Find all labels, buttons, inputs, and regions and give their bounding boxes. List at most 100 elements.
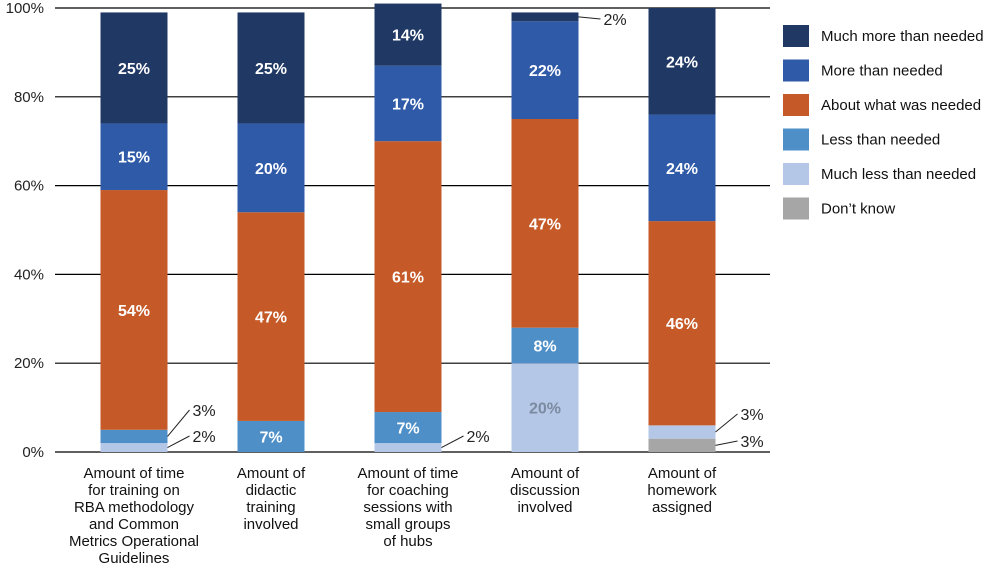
x-axis: Amount of time for training on RBA methodo… bbox=[69, 465, 717, 567]
bar-segment bbox=[648, 425, 716, 439]
bar-segment bbox=[511, 119, 579, 328]
category-label: Amount of time for coaching sessions with s… bbox=[358, 465, 459, 550]
legend-swatch bbox=[783, 197, 809, 220]
category-label-line: RBA methodology bbox=[74, 499, 195, 516]
category-label-line: small groups bbox=[365, 516, 450, 533]
value-labels: 2% 3% 54% 15% 25% 7% 47% 20% 25% 2% 7% 61% 17% 14% 20%… bbox=[118, 12, 764, 451]
data-label: 24% bbox=[666, 161, 698, 178]
data-label: 3% bbox=[741, 434, 764, 451]
category-label: Amount of didactic training involved bbox=[237, 465, 306, 533]
leader-line bbox=[167, 435, 190, 449]
data-label: 20% bbox=[255, 161, 287, 178]
bar-segment bbox=[648, 438, 716, 452]
category-label-line: for training on bbox=[88, 482, 180, 499]
data-label: 7% bbox=[259, 429, 282, 446]
legend-label: More than needed bbox=[821, 63, 943, 80]
category-label-line: Amount of bbox=[237, 465, 306, 482]
data-label: 54% bbox=[118, 303, 150, 320]
bar-segment bbox=[100, 443, 168, 452]
bar-segment bbox=[100, 12, 168, 124]
legend: Much more than needed More than needed Abo… bbox=[783, 25, 984, 220]
data-label: 25% bbox=[118, 61, 150, 78]
category-label-line: involved bbox=[517, 499, 572, 516]
category-label-line: Amount of bbox=[511, 465, 580, 482]
data-label: 14% bbox=[392, 28, 424, 45]
bar-segment bbox=[511, 21, 579, 119]
data-label: 7% bbox=[396, 421, 419, 438]
data-label: 2% bbox=[604, 12, 627, 29]
bar-segment bbox=[100, 123, 168, 191]
category-label: Amount of discussion involved bbox=[510, 465, 580, 516]
data-label: 61% bbox=[392, 270, 424, 287]
legend-swatch bbox=[783, 128, 809, 151]
data-label: 22% bbox=[529, 63, 561, 80]
data-label: 3% bbox=[741, 407, 764, 424]
category-label-line: homework bbox=[647, 482, 717, 499]
data-label: 17% bbox=[392, 96, 424, 113]
bars bbox=[100, 3, 716, 452]
leader-line bbox=[167, 409, 190, 437]
category-label-line: didactic bbox=[246, 482, 297, 499]
bar-segment bbox=[374, 412, 442, 444]
category-label-line: discussion bbox=[510, 482, 580, 499]
leader-line bbox=[441, 435, 464, 449]
category-label-line: involved bbox=[243, 516, 298, 533]
legend-swatch bbox=[783, 163, 809, 185]
bar-segment bbox=[374, 65, 442, 142]
y-tick-label: 60% bbox=[14, 178, 44, 195]
bar-segment bbox=[511, 363, 579, 452]
legend-label: Much more than needed bbox=[821, 28, 984, 45]
category-label-line: Amount of bbox=[648, 465, 717, 482]
category-label-line: of hubs bbox=[383, 533, 432, 550]
bar-segment bbox=[511, 12, 579, 22]
data-label: 46% bbox=[666, 316, 698, 333]
leader-line bbox=[578, 16, 601, 20]
y-axis: 0% 20% 40% 60% 80% 100% bbox=[6, 0, 44, 461]
category-label-line: Amount of time bbox=[84, 465, 185, 482]
bar-segment bbox=[648, 8, 716, 115]
data-label: 47% bbox=[255, 310, 287, 327]
data-label: 2% bbox=[193, 429, 216, 446]
data-label: 20% bbox=[529, 401, 561, 418]
category-label-line: assigned bbox=[652, 499, 712, 516]
category-label-line: training bbox=[246, 499, 295, 516]
category-label-line: and Common bbox=[89, 516, 179, 533]
leader-line bbox=[715, 440, 738, 446]
legend-label: Less than needed bbox=[821, 132, 940, 149]
leader-line bbox=[715, 413, 738, 433]
y-tick-label: 0% bbox=[22, 444, 44, 461]
data-label: 3% bbox=[193, 403, 216, 420]
bar-segment bbox=[237, 123, 305, 213]
category-label-line: Guidelines bbox=[99, 550, 170, 567]
bar-segment bbox=[648, 221, 716, 426]
legend-swatch bbox=[783, 94, 809, 116]
category-label: Amount of time for training on RBA methodo… bbox=[69, 465, 199, 567]
legend-swatch bbox=[783, 25, 809, 47]
bar-segment bbox=[374, 3, 442, 66]
bar-segment bbox=[100, 429, 168, 444]
category-label-line: Amount of time bbox=[358, 465, 459, 482]
data-label: 2% bbox=[467, 429, 490, 446]
bar-segment bbox=[511, 327, 579, 364]
legend-swatch bbox=[783, 59, 809, 82]
data-label: 24% bbox=[666, 54, 698, 71]
legend-label: Don’t know bbox=[821, 201, 895, 218]
category-label: Amount of homework assigned bbox=[647, 465, 717, 516]
data-label: 25% bbox=[255, 61, 287, 78]
legend-label: Much less than needed bbox=[821, 166, 976, 183]
bar-segment bbox=[237, 212, 305, 421]
y-tick-label: 40% bbox=[14, 266, 44, 283]
category-label-line: Metrics Operational bbox=[69, 533, 199, 550]
bar-segment bbox=[237, 420, 305, 452]
bar-segment bbox=[374, 443, 442, 452]
data-label: 15% bbox=[118, 150, 150, 167]
y-tick-label: 80% bbox=[14, 89, 44, 106]
bar-segment bbox=[237, 12, 305, 124]
y-tick-label: 100% bbox=[6, 0, 44, 17]
y-tick-label: 20% bbox=[14, 355, 44, 372]
category-label-line: sessions with bbox=[363, 499, 452, 516]
bar-segment bbox=[648, 114, 716, 222]
legend-label: About what was needed bbox=[821, 97, 981, 114]
category-label-line: for coaching bbox=[367, 482, 449, 499]
